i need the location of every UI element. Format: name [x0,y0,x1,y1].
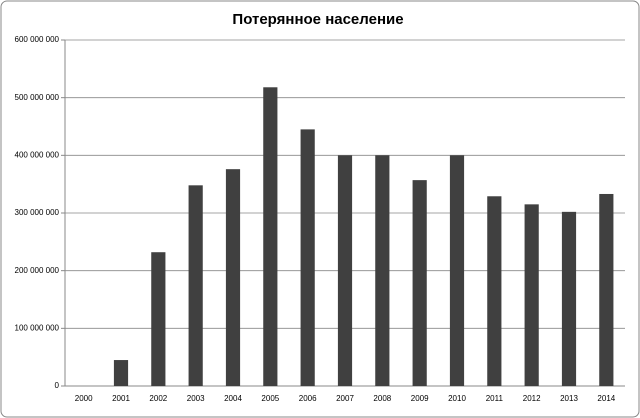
x-tick-label: 2001 [112,394,130,403]
x-tick-label: 2002 [149,394,167,403]
bar [599,193,614,386]
y-tick-label: 0 [55,381,60,390]
bar [151,252,166,386]
x-tick-label: 2007 [336,394,354,403]
bar [561,211,577,386]
bar [113,360,129,386]
bar [337,155,353,386]
x-tick-label: 2013 [560,394,578,403]
bar [188,185,203,386]
y-tick-label: 500 000 000 [15,93,60,102]
y-tick-label: 300 000 000 [15,208,60,217]
y-tick-label: 600 000 000 [15,35,60,44]
bar [487,196,502,386]
bar [449,155,465,386]
bar [412,180,427,386]
bar [225,169,241,386]
x-tick-label: 2008 [373,394,391,403]
y-tick-label: 100 000 000 [15,323,60,332]
chart-title: Потерянное население [232,11,403,28]
bar [524,204,539,386]
bar [300,129,315,386]
x-tick-label: 2012 [523,394,541,403]
x-tick-label: 2010 [448,394,466,403]
bar [263,87,278,386]
x-tick-label: 2000 [75,394,93,403]
x-tick-label: 2006 [299,394,317,403]
bar [375,155,390,386]
x-tick-label: 2011 [486,394,504,403]
x-tick-label: 2004 [224,394,242,403]
x-tick-label: 2003 [187,394,205,403]
x-tick-label: 2005 [261,394,279,403]
x-tick-label: 2009 [411,394,429,403]
x-tick-label: 2014 [597,394,615,403]
y-tick-label: 200 000 000 [15,266,60,275]
y-tick-label: 400 000 000 [15,150,60,159]
